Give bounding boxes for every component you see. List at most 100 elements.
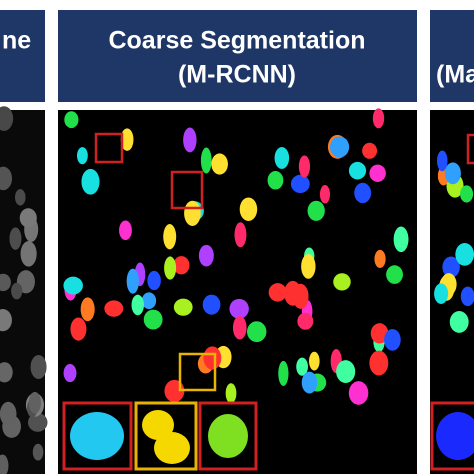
panel-title: ne — [2, 27, 31, 55]
nucleus — [76, 147, 88, 165]
nucleus — [333, 273, 351, 291]
nucleus — [0, 309, 12, 332]
inset-nucleus — [70, 412, 124, 460]
nucleus — [297, 312, 314, 330]
highlight-box — [94, 132, 124, 164]
nucleus — [460, 185, 474, 203]
nucleus — [284, 280, 302, 306]
nucleus — [296, 357, 308, 376]
nucleus — [19, 208, 37, 228]
nucleus — [267, 171, 284, 190]
nucleus — [198, 244, 214, 267]
nucleus — [374, 249, 386, 268]
nucleus — [239, 197, 258, 221]
nucleus — [348, 381, 369, 405]
highlight-box — [466, 133, 474, 165]
panel-subtitle: (M-RCNN) — [178, 61, 296, 89]
nucleus — [81, 168, 100, 195]
nucleus — [211, 153, 228, 175]
highlight-box — [170, 170, 204, 210]
nucleus — [0, 454, 9, 474]
nucleus — [290, 174, 310, 194]
nucleus — [104, 300, 124, 317]
inset-nucleus — [142, 410, 174, 440]
nucleus — [434, 283, 449, 304]
nucleus — [369, 164, 386, 182]
nucleus — [0, 166, 13, 191]
nucleus — [460, 286, 474, 307]
nucleus — [163, 223, 177, 250]
nucleus — [455, 242, 474, 266]
nucleus — [372, 108, 385, 129]
nucleus — [143, 309, 163, 330]
nucleus — [20, 240, 37, 267]
nucleus — [329, 136, 350, 158]
nucleus — [27, 413, 48, 432]
panel-title: Coarse Segmentation — [108, 27, 365, 55]
nucleus — [131, 294, 144, 316]
nucleus — [309, 351, 320, 371]
nucleus — [298, 155, 311, 178]
nucleus — [437, 150, 448, 172]
nucleus — [126, 268, 139, 294]
panel-header — [430, 10, 474, 102]
nucleus — [268, 283, 287, 302]
inset-nucleus — [208, 414, 248, 458]
nucleus — [0, 106, 14, 131]
nucleus — [141, 292, 157, 310]
nucleus — [200, 147, 212, 174]
nucleus — [386, 265, 403, 284]
nucleus — [120, 128, 134, 151]
nucleus — [64, 111, 79, 129]
nucleus — [444, 162, 461, 185]
nucleus — [246, 321, 267, 343]
nucleus — [370, 323, 389, 344]
nucleus — [301, 254, 316, 279]
nucleus — [348, 161, 367, 180]
nucleus — [362, 142, 378, 159]
nucleus — [80, 297, 95, 322]
nucleus — [229, 298, 249, 319]
nucleus — [0, 362, 13, 383]
inset-nucleus — [154, 432, 190, 464]
nucleus — [234, 222, 247, 248]
nucleus — [336, 360, 356, 383]
nucleus — [369, 350, 389, 376]
nucleus — [274, 146, 290, 169]
nucleus — [63, 363, 77, 383]
nucleus — [9, 227, 22, 250]
panel-title: (Ma — [436, 61, 474, 89]
nucleus — [203, 346, 222, 370]
nucleus — [63, 276, 83, 295]
nucleus — [11, 282, 23, 300]
nucleus — [307, 200, 325, 221]
nucleus — [173, 298, 193, 316]
nucleus — [319, 185, 331, 204]
nucleus — [30, 355, 47, 380]
nucleus — [0, 401, 17, 426]
nucleus — [449, 311, 469, 333]
nucleus — [384, 329, 401, 351]
nucleus — [184, 200, 201, 226]
nucleus — [301, 371, 318, 394]
nucleus — [202, 294, 221, 315]
inset-nucleus — [436, 412, 474, 460]
nucleus — [232, 315, 247, 340]
nucleus — [393, 226, 409, 253]
panel-header — [58, 10, 417, 102]
nucleus — [0, 273, 11, 292]
nucleus — [28, 391, 41, 414]
nucleus — [32, 443, 44, 461]
nucleus — [442, 256, 460, 278]
highlight-box — [178, 352, 217, 392]
nucleus — [119, 220, 132, 241]
nucleus — [225, 383, 237, 404]
nucleus — [15, 189, 26, 206]
nucleus — [164, 256, 177, 280]
nucleus — [70, 317, 87, 341]
nucleus — [173, 256, 190, 275]
nucleus — [183, 127, 197, 153]
nucleus — [278, 360, 289, 386]
panel-header — [0, 10, 45, 102]
